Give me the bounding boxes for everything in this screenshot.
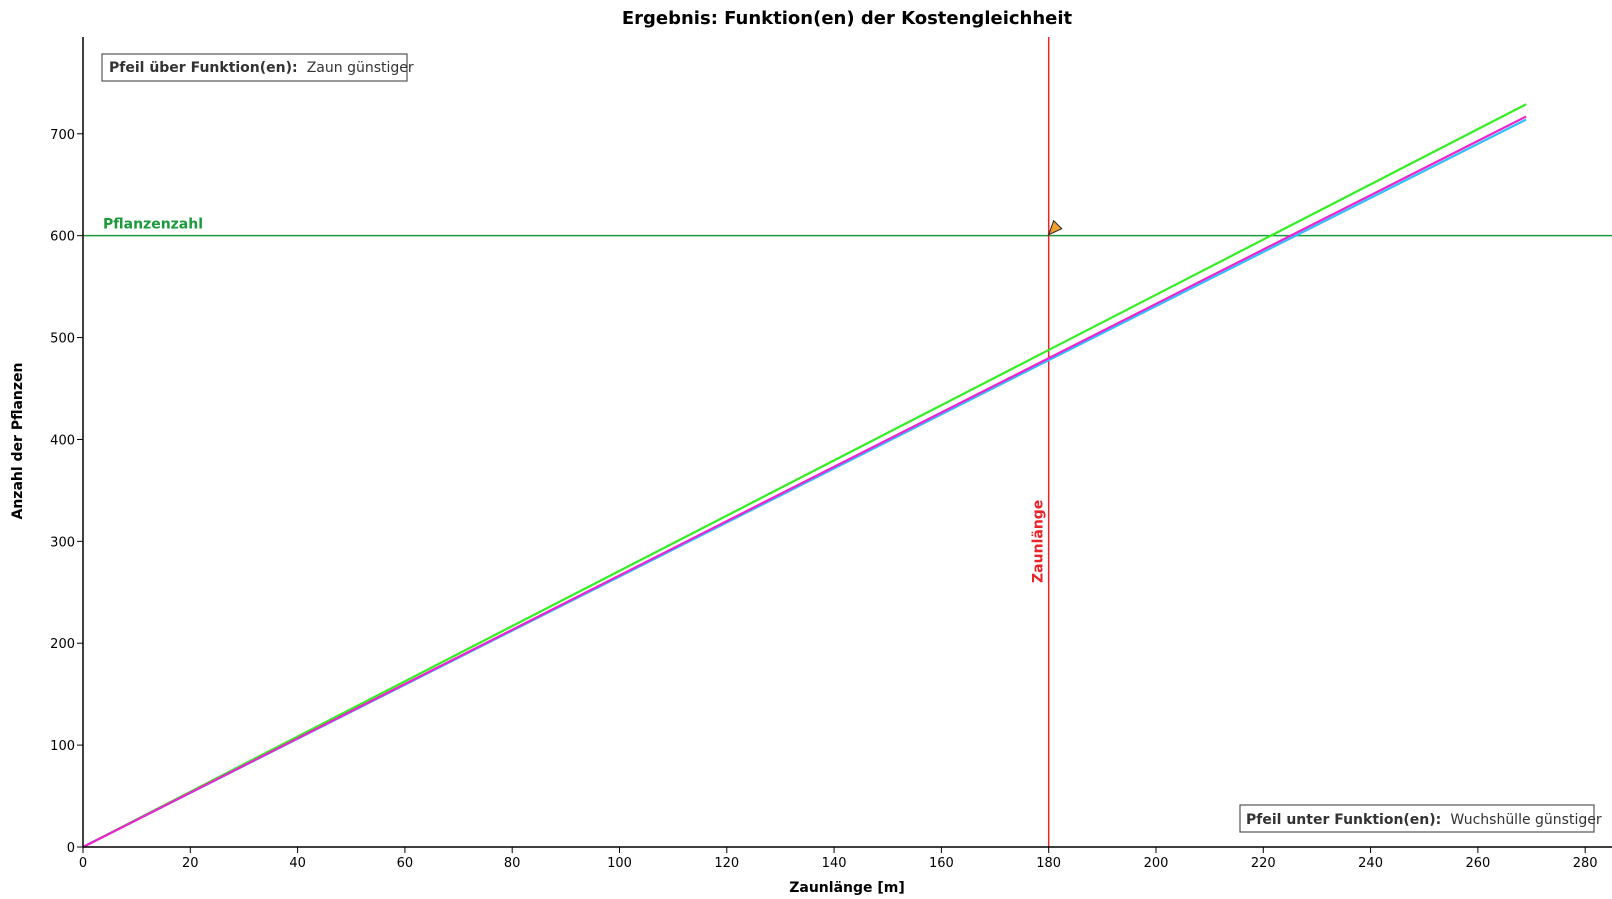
annotation-top-left: Pfeil über Funktion(en): Zaun günstiger <box>101 53 414 82</box>
annotation-top-left-text: Pfeil über Funktion(en): Zaun günstiger <box>109 57 414 76</box>
x-tick-label: 120 <box>714 856 739 871</box>
x-tick-label: 140 <box>822 856 847 871</box>
y-tick-label: 600 <box>50 230 75 245</box>
x-tick-label: 220 <box>1251 856 1276 871</box>
x-tick-label: 180 <box>1036 856 1061 871</box>
chart-title: Ergebnis: Funktion(en) der Kostengleichh… <box>622 8 1073 29</box>
annotation-bottom-right-value: Wuchshülle günstiger <box>1450 812 1601 828</box>
x-tick-label: 160 <box>929 856 954 871</box>
x-axis-label: Zaunlänge [m] <box>789 880 905 896</box>
axis-ticks: 0 20 40 60 80 100 120 140 160 180 200 220 240 260 280 0… <box>50 128 1597 871</box>
y-tick-label: 100 <box>50 739 75 754</box>
annotation-bottom-right-box <box>1239 804 1595 833</box>
x-tick-label: 100 <box>607 856 632 871</box>
annotation-top-left-box <box>101 53 408 82</box>
y-tick-label: 700 <box>50 128 75 143</box>
y-tick-label: 500 <box>50 332 75 347</box>
x-tick-label: 200 <box>1144 856 1169 871</box>
y-axis-label: Anzahl der Pflanzen <box>10 363 26 520</box>
y-tick-label: 0 <box>67 841 75 856</box>
pflanzenzahl-label: Pflanzenzahl <box>103 217 203 233</box>
arrow-marker-icon[interactable] <box>1047 219 1063 236</box>
reference-lines <box>83 37 1612 847</box>
x-tick-label: 40 <box>289 856 306 871</box>
x-tick-label: 0 <box>79 856 87 871</box>
zaunlaenge-label: Zaunlänge <box>1031 500 1047 583</box>
y-tick-label: 400 <box>50 433 75 448</box>
series-line-1 <box>82 103 1527 848</box>
y-tick-label: 200 <box>50 637 75 652</box>
x-tick-label: 20 <box>182 856 199 871</box>
x-tick-label: 260 <box>1465 856 1490 871</box>
y-tick-label: 300 <box>50 535 75 550</box>
x-tick-label: 80 <box>504 856 521 871</box>
series-line-3 <box>82 115 1527 848</box>
annotation-top-left-bold: Pfeil über Funktion(en): <box>109 60 298 76</box>
annotation-bottom-right-bold: Pfeil unter Funktion(en): <box>1246 812 1441 828</box>
x-tick-label: 60 <box>397 856 414 871</box>
annotation-top-left-value: Zaun günstiger <box>307 60 414 76</box>
series-lines <box>82 103 1527 848</box>
x-tick-label: 240 <box>1358 856 1383 871</box>
annotation-bottom-right-text: Pfeil unter Funktion(en): Wuchshülle gün… <box>1246 809 1602 828</box>
x-tick-label: 280 <box>1573 856 1598 871</box>
annotation-bottom-right: Pfeil unter Funktion(en): Wuchshülle gün… <box>1239 804 1602 833</box>
